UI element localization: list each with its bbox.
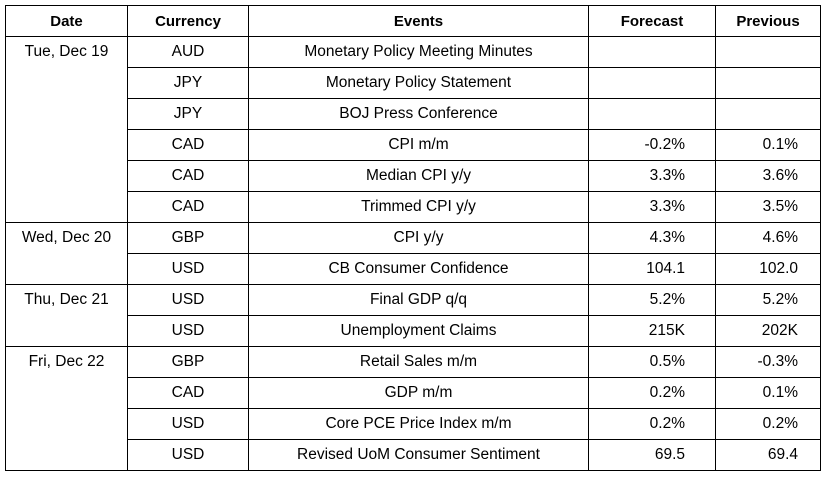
previous-cell: 4.6% [715, 222, 821, 254]
date-cell: Thu, Dec 21 [5, 284, 128, 316]
table-row: Wed, Dec 20 GBP CPI y/y 4.3% 4.6% [5, 222, 821, 254]
forecast-cell: 3.3% [588, 160, 716, 192]
currency-cell: USD [127, 439, 249, 471]
currency-cell: USD [127, 284, 249, 316]
currency-cell: CAD [127, 129, 249, 161]
currency-cell: USD [127, 315, 249, 347]
date-cell [5, 315, 128, 347]
event-cell: CB Consumer Confidence [248, 253, 589, 285]
header-events: Events [248, 5, 589, 37]
date-cell [5, 98, 128, 130]
previous-cell [715, 36, 821, 68]
calendar-table-wrapper: Date Currency Events Forecast Previous T… [5, 5, 821, 471]
header-date: Date [5, 5, 128, 37]
header-previous: Previous [715, 5, 821, 37]
table-row: Fri, Dec 22 GBP Retail Sales m/m 0.5% -0.3% [5, 346, 821, 378]
table-row: USD Core PCE Price Index m/m 0.2% 0.2% [5, 408, 821, 440]
previous-cell: 0.1% [715, 377, 821, 409]
economic-calendar-table: Date Currency Events Forecast Previous T… [5, 5, 821, 471]
date-cell: Wed, Dec 20 [5, 222, 128, 254]
header-forecast: Forecast [588, 5, 716, 37]
table-row: JPY Monetary Policy Statement [5, 67, 821, 99]
previous-cell: 0.1% [715, 129, 821, 161]
currency-cell: JPY [127, 98, 249, 130]
table-row: JPY BOJ Press Conference [5, 98, 821, 130]
date-cell: Tue, Dec 19 [5, 36, 128, 68]
forecast-cell: 0.2% [588, 408, 716, 440]
event-cell: Retail Sales m/m [248, 346, 589, 378]
event-cell: Median CPI y/y [248, 160, 589, 192]
event-cell: GDP m/m [248, 377, 589, 409]
currency-cell: CAD [127, 377, 249, 409]
date-cell: Fri, Dec 22 [5, 346, 128, 378]
previous-cell: 3.5% [715, 191, 821, 223]
forecast-cell: 215K [588, 315, 716, 347]
forecast-cell [588, 98, 716, 130]
forecast-cell: 69.5 [588, 439, 716, 471]
event-cell: Monetary Policy Statement [248, 67, 589, 99]
event-cell: Unemployment Claims [248, 315, 589, 347]
forecast-cell: -0.2% [588, 129, 716, 161]
date-cell [5, 377, 128, 409]
currency-cell: JPY [127, 67, 249, 99]
date-cell [5, 67, 128, 99]
event-cell: Trimmed CPI y/y [248, 191, 589, 223]
table-row: USD Unemployment Claims 215K 202K [5, 315, 821, 347]
forecast-cell: 3.3% [588, 191, 716, 223]
currency-cell: GBP [127, 222, 249, 254]
forecast-cell: 5.2% [588, 284, 716, 316]
table-row: CAD CPI m/m -0.2% 0.1% [5, 129, 821, 161]
event-cell: CPI y/y [248, 222, 589, 254]
previous-cell: -0.3% [715, 346, 821, 378]
table-row: CAD Trimmed CPI y/y 3.3% 3.5% [5, 191, 821, 223]
previous-cell [715, 98, 821, 130]
event-cell: BOJ Press Conference [248, 98, 589, 130]
previous-cell: 202K [715, 315, 821, 347]
header-row: Date Currency Events Forecast Previous [5, 5, 821, 37]
date-cell [5, 408, 128, 440]
table-row: USD Revised UoM Consumer Sentiment 69.5 69.… [5, 439, 821, 471]
date-cell [5, 253, 128, 285]
forecast-cell: 0.5% [588, 346, 716, 378]
currency-cell: CAD [127, 191, 249, 223]
previous-cell: 3.6% [715, 160, 821, 192]
date-cell [5, 129, 128, 161]
currency-cell: USD [127, 408, 249, 440]
header-currency: Currency [127, 5, 249, 37]
previous-cell [715, 67, 821, 99]
currency-cell: CAD [127, 160, 249, 192]
table-body: Tue, Dec 19 AUD Monetary Policy Meeting Mi… [5, 36, 821, 471]
currency-cell: GBP [127, 346, 249, 378]
date-cell [5, 439, 128, 471]
table-row: CAD GDP m/m 0.2% 0.1% [5, 377, 821, 409]
forecast-cell: 0.2% [588, 377, 716, 409]
table-row: Tue, Dec 19 AUD Monetary Policy Meeting Mi… [5, 36, 821, 68]
event-cell: Final GDP q/q [248, 284, 589, 316]
event-cell: Revised UoM Consumer Sentiment [248, 439, 589, 471]
forecast-cell: 104.1 [588, 253, 716, 285]
event-cell: CPI m/m [248, 129, 589, 161]
forecast-cell [588, 36, 716, 68]
currency-cell: AUD [127, 36, 249, 68]
date-cell [5, 160, 128, 192]
table-row: CAD Median CPI y/y 3.3% 3.6% [5, 160, 821, 192]
date-cell [5, 191, 128, 223]
forecast-cell: 4.3% [588, 222, 716, 254]
table-row: USD CB Consumer Confidence 104.1 102.0 [5, 253, 821, 285]
previous-cell: 5.2% [715, 284, 821, 316]
previous-cell: 0.2% [715, 408, 821, 440]
event-cell: Monetary Policy Meeting Minutes [248, 36, 589, 68]
event-cell: Core PCE Price Index m/m [248, 408, 589, 440]
previous-cell: 69.4 [715, 439, 821, 471]
table-row: Thu, Dec 21 USD Final GDP q/q 5.2% 5.2% [5, 284, 821, 316]
forecast-cell [588, 67, 716, 99]
currency-cell: USD [127, 253, 249, 285]
previous-cell: 102.0 [715, 253, 821, 285]
